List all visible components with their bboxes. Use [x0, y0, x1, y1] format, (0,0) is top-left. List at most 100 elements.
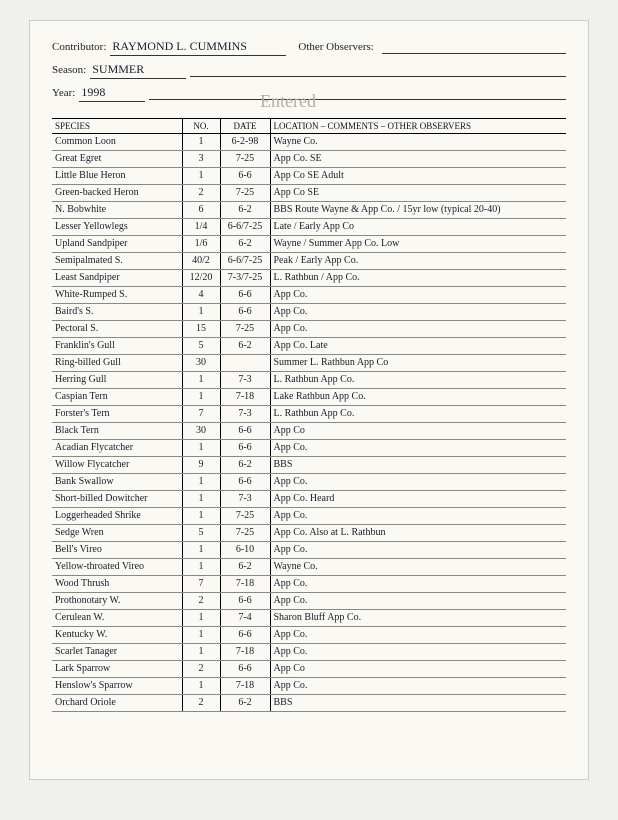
- cell-no: 2: [182, 661, 220, 678]
- cell-location: App Co.: [270, 304, 566, 321]
- col-species: SPECIES: [52, 119, 182, 134]
- cell-location: Wayne / Summer App Co. Low: [270, 236, 566, 253]
- cell-location: Sharon Bluff App Co.: [270, 610, 566, 627]
- other-observers-label: Other Observers:: [298, 41, 373, 53]
- cell-date: 6-6/7-25: [220, 219, 270, 236]
- cell-species: Bank Swallow: [52, 474, 182, 491]
- table-row: Short-billed Dowitcher17-3App Co. Heard: [52, 491, 566, 508]
- table-row: Henslow's Sparrow17-18App Co.: [52, 678, 566, 695]
- table-row: Bell's Vireo16-10App Co.: [52, 542, 566, 559]
- cell-location: App Co SE Adult: [270, 168, 566, 185]
- cell-species: Franklin's Gull: [52, 338, 182, 355]
- cell-species: Black Tern: [52, 423, 182, 440]
- cell-location: App Co: [270, 661, 566, 678]
- cell-location: Peak / Early App Co.: [270, 253, 566, 270]
- cell-date: 6-2: [220, 338, 270, 355]
- cell-location: App Co. Late: [270, 338, 566, 355]
- table-row: Lark Sparrow26-6App Co: [52, 661, 566, 678]
- cell-no: 1: [182, 389, 220, 406]
- cell-no: 5: [182, 525, 220, 542]
- table-row: N. Bobwhite66-2BBS Route Wayne & App Co.…: [52, 202, 566, 219]
- cell-location: App Co.: [270, 321, 566, 338]
- cell-no: 5: [182, 338, 220, 355]
- table-row: Willow Flycatcher96-2BBS: [52, 457, 566, 474]
- cell-species: Semipalmated S.: [52, 253, 182, 270]
- cell-no: 30: [182, 423, 220, 440]
- cell-date: 6-2: [220, 236, 270, 253]
- table-row: Cerulean W.17-4Sharon Bluff App Co.: [52, 610, 566, 627]
- cell-location: Summer L. Rathbun App Co: [270, 355, 566, 372]
- year-blank: [149, 98, 566, 100]
- cell-species: Lark Sparrow: [52, 661, 182, 678]
- col-location: LOCATION – COMMENTS – OTHER OBSERVERS: [270, 119, 566, 134]
- cell-location: BBS Route Wayne & App Co. / 15yr low (ty…: [270, 202, 566, 219]
- table-row: Prothonotary W.26-6App Co.: [52, 593, 566, 610]
- cell-no: 2: [182, 593, 220, 610]
- cell-date: 7-25: [220, 151, 270, 168]
- table-row: Kentucky W.16-6App Co.: [52, 627, 566, 644]
- cell-species: Lesser Yellowlegs: [52, 219, 182, 236]
- cell-species: Wood Thrush: [52, 576, 182, 593]
- cell-no: 2: [182, 185, 220, 202]
- cell-species: Least Sandpiper: [52, 270, 182, 287]
- table-row: Acadian Flycatcher16-6App Co.: [52, 440, 566, 457]
- cell-species: Great Egret: [52, 151, 182, 168]
- cell-no: 1: [182, 474, 220, 491]
- cell-location: App Co. SE: [270, 151, 566, 168]
- cell-species: N. Bobwhite: [52, 202, 182, 219]
- cell-species: Willow Flycatcher: [52, 457, 182, 474]
- cell-no: 7: [182, 406, 220, 423]
- cell-no: 1: [182, 372, 220, 389]
- form-sheet: Contributor: Raymond L. Cummins Other Ob…: [29, 20, 589, 780]
- cell-species: Scarlet Tanager: [52, 644, 182, 661]
- cell-location: App Co.: [270, 287, 566, 304]
- other-observers-blank: [382, 52, 566, 54]
- cell-species: White-Rumped S.: [52, 287, 182, 304]
- cell-location: App Co.: [270, 474, 566, 491]
- cell-no: 30: [182, 355, 220, 372]
- cell-date: 7-18: [220, 678, 270, 695]
- cell-no: 2: [182, 695, 220, 712]
- table-body: Common Loon16-2-98Wayne Co.Great Egret37…: [52, 134, 566, 712]
- season-label: Season:: [52, 64, 86, 76]
- cell-location: App Co.: [270, 593, 566, 610]
- cell-location: App Co. Heard: [270, 491, 566, 508]
- cell-no: 1: [182, 508, 220, 525]
- cell-date: 7-25: [220, 185, 270, 202]
- cell-date: 6-2: [220, 457, 270, 474]
- cell-date: 7-3/7-25: [220, 270, 270, 287]
- cell-location: App Co.: [270, 627, 566, 644]
- cell-location: App Co: [270, 423, 566, 440]
- cell-date: 7-18: [220, 644, 270, 661]
- cell-location: App Co.: [270, 644, 566, 661]
- cell-date: 7-18: [220, 389, 270, 406]
- contributor-value: Raymond L. Cummins: [110, 39, 286, 56]
- col-date: DATE: [220, 119, 270, 134]
- cell-date: 7-18: [220, 576, 270, 593]
- cell-location: BBS: [270, 695, 566, 712]
- table-row: Upland Sandpiper1/66-2Wayne / Summer App…: [52, 236, 566, 253]
- table-row: Wood Thrush77-18App Co.: [52, 576, 566, 593]
- cell-species: Baird's S.: [52, 304, 182, 321]
- cell-location: Lake Rathbun App Co.: [270, 389, 566, 406]
- cell-no: 4: [182, 287, 220, 304]
- cell-date: [220, 355, 270, 372]
- cell-species: Pectoral S.: [52, 321, 182, 338]
- cell-species: Little Blue Heron: [52, 168, 182, 185]
- contributor-label: Contributor:: [52, 41, 106, 53]
- table-row: Orchard Oriole26-2BBS: [52, 695, 566, 712]
- cell-no: 1: [182, 644, 220, 661]
- table-row: Pectoral S.157-25App Co.: [52, 321, 566, 338]
- table-header-row: SPECIES NO. DATE LOCATION – COMMENTS – O…: [52, 119, 566, 134]
- cell-no: 1: [182, 610, 220, 627]
- cell-species: Orchard Oriole: [52, 695, 182, 712]
- table-row: Herring Gull17-3L. Rathbun App Co.: [52, 372, 566, 389]
- cell-no: 1/4: [182, 219, 220, 236]
- cell-no: 40/2: [182, 253, 220, 270]
- entered-stamp: Entered: [260, 91, 316, 112]
- cell-date: 6-6: [220, 287, 270, 304]
- cell-location: Wayne Co.: [270, 559, 566, 576]
- cell-date: 6-2: [220, 559, 270, 576]
- table-row: Great Egret37-25App Co. SE: [52, 151, 566, 168]
- table-row: Caspian Tern17-18Lake Rathbun App Co.: [52, 389, 566, 406]
